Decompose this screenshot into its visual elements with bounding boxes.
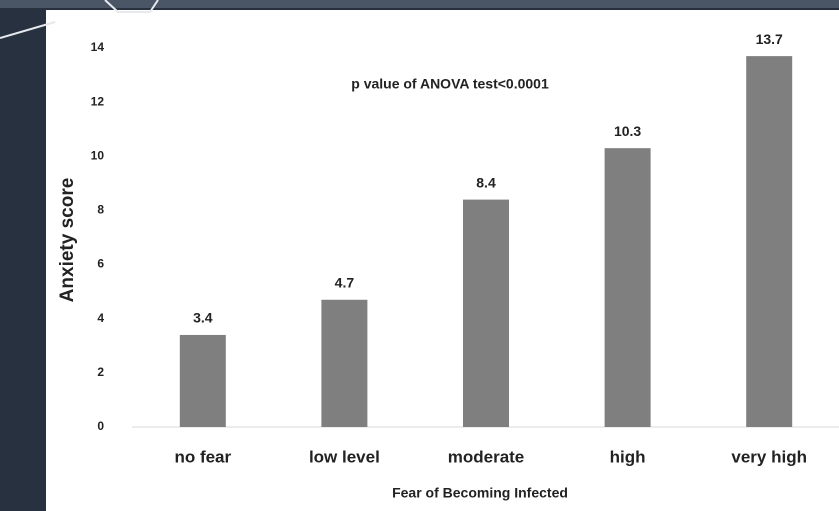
data-label: 10.3 xyxy=(614,123,641,139)
x-tick-label: very high xyxy=(731,447,807,466)
bar xyxy=(179,334,226,427)
bar xyxy=(746,56,793,427)
annotation: p value of ANOVA test<0.0001 xyxy=(351,76,549,92)
y-axis-label: Anxiety score xyxy=(57,178,78,303)
decoration xyxy=(0,0,159,39)
data-label: 4.7 xyxy=(335,274,355,290)
y-tick-label: 12 xyxy=(91,94,105,108)
y-tick-label: 0 xyxy=(97,419,104,433)
bar xyxy=(321,299,368,427)
x-tick-label: low level xyxy=(309,447,380,466)
x-tick-label: high xyxy=(610,447,646,466)
bar xyxy=(463,199,509,427)
y-tick-label: 8 xyxy=(97,203,104,217)
y-tick-label: 2 xyxy=(97,365,104,379)
y-tick-label: 10 xyxy=(91,148,105,162)
y-tick-label: 6 xyxy=(97,257,104,271)
y-tick-label: 14 xyxy=(91,40,105,54)
data-label: 8.4 xyxy=(476,174,496,190)
x-axis-label: Fear of Becoming Infected xyxy=(392,485,568,501)
bar xyxy=(604,148,651,427)
top-band xyxy=(0,0,839,8)
data-label: 3.4 xyxy=(193,310,213,326)
y-tick-label: 4 xyxy=(97,311,104,325)
x-tick-label: no fear xyxy=(174,447,231,466)
x-tick-label: moderate xyxy=(448,447,525,466)
data-label: 13.7 xyxy=(756,31,783,47)
